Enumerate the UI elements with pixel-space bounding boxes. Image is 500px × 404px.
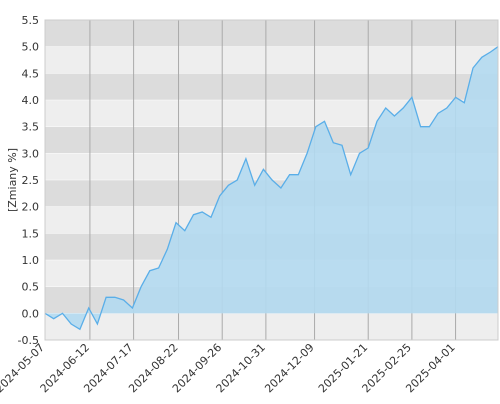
grid-band <box>45 46 498 74</box>
y-tick-label: 5.0 <box>22 41 40 54</box>
y-tick-label: 1.0 <box>22 254 40 267</box>
y-tick-label: 4.0 <box>22 94 40 107</box>
y-axis-label: [Zmiany %] <box>6 148 19 212</box>
grid-band <box>45 100 498 127</box>
y-tick-label: 2.0 <box>22 201 40 214</box>
plot-border <box>44 19 499 341</box>
x-tick-label: 2024-12-09 <box>262 341 316 395</box>
grid-band <box>45 73 498 100</box>
y-tick-label: 2.5 <box>22 174 40 187</box>
line <box>44 46 499 331</box>
area-fill <box>45 46 498 330</box>
y-tick-label: -0.5 <box>18 334 39 347</box>
grid-band <box>45 313 498 340</box>
y-tick-label: 0.0 <box>22 307 40 320</box>
y-tick-label: 5.5 <box>22 14 40 27</box>
y-tick-label: 3.5 <box>22 121 40 134</box>
y-tick-label: 1.5 <box>22 227 40 240</box>
y-tick-label: 4.5 <box>22 67 40 80</box>
grid-band <box>45 20 498 47</box>
y-tick-label: 3.0 <box>22 147 40 160</box>
y-tick-label: 0.5 <box>22 281 40 294</box>
